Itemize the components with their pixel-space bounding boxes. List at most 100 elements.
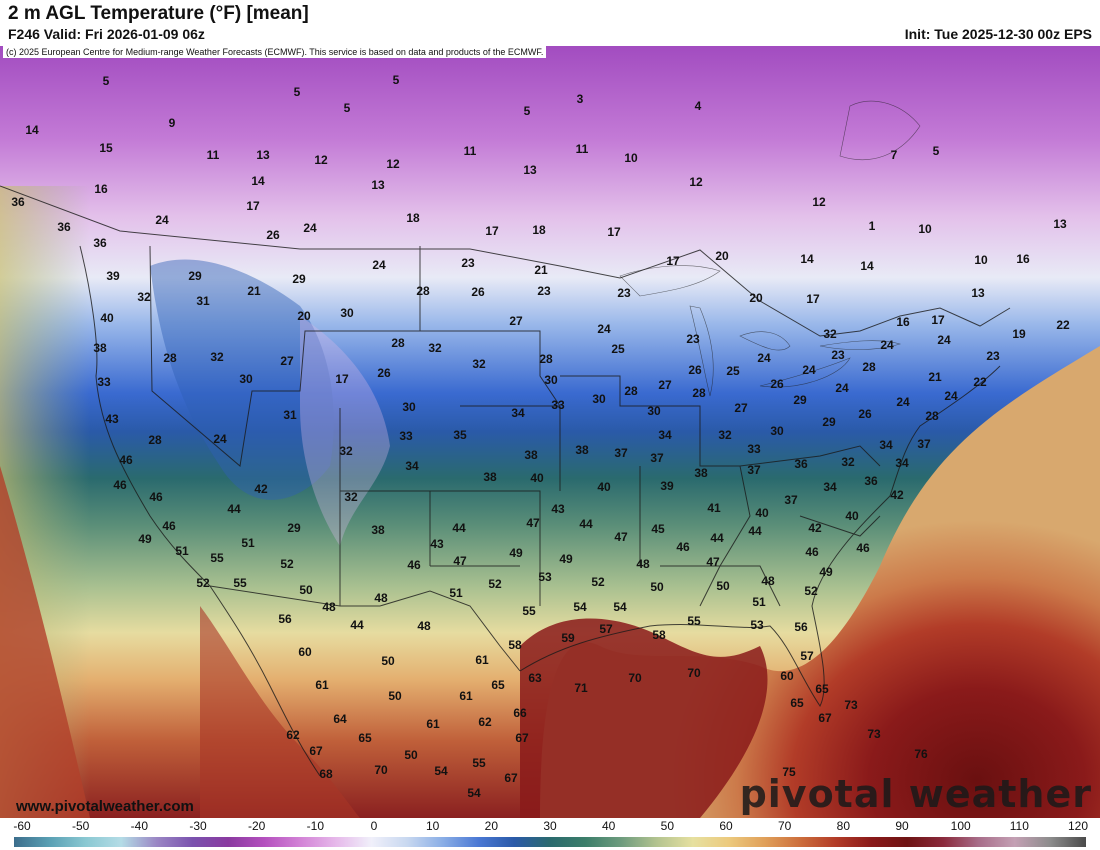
temperature-value: 47 (706, 555, 720, 569)
temperature-value: 23 (986, 349, 1000, 363)
temperature-value: 44 (748, 524, 762, 538)
temperature-value: 20 (749, 291, 763, 305)
temperature-value: 39 (660, 479, 674, 493)
website-link[interactable]: www.pivotalweather.com (16, 798, 194, 815)
init-time: Init: Tue 2025-12-30 00z EPS (904, 26, 1092, 42)
temperature-value: 45 (651, 522, 665, 536)
temperature-value: 32 (472, 357, 486, 371)
temperature-value: 61 (426, 717, 440, 731)
temperature-value: 44 (579, 517, 593, 531)
temperature-value: 16 (1016, 252, 1030, 266)
temperature-value: 29 (292, 272, 306, 286)
temperature-value: 10 (624, 151, 638, 165)
temperature-value: 42 (808, 521, 822, 535)
temperature-value: 48 (417, 619, 431, 633)
scale-tick-label: 20 (484, 819, 499, 833)
temperature-value: 37 (747, 463, 761, 477)
temperature-value: 28 (148, 433, 162, 447)
temperature-value: 52 (488, 577, 502, 591)
scale-tick-label: -10 (306, 819, 324, 833)
temperature-value: 48 (322, 600, 336, 614)
temperature-value: 70 (374, 763, 388, 777)
temperature-value: 40 (845, 509, 859, 523)
temperature-value: 13 (971, 286, 985, 300)
temperature-value: 46 (805, 545, 819, 559)
temperature-value: 65 (790, 696, 804, 710)
temperature-value: 51 (175, 544, 189, 558)
temperature-value: 54 (573, 600, 587, 614)
temperature-value: 46 (162, 519, 176, 533)
temperature-value: 60 (780, 669, 794, 683)
scale-tick-label: 120 (1067, 819, 1089, 833)
temperature-value: 29 (188, 269, 202, 283)
temperature-value: 28 (391, 336, 405, 350)
temperature-value: 25 (611, 342, 625, 356)
scale-tick-label: -30 (189, 819, 207, 833)
temperature-value: 14 (251, 174, 265, 188)
temperature-value: 28 (692, 386, 706, 400)
temperature-value: 58 (508, 638, 522, 652)
temperature-value: 37 (650, 451, 664, 465)
temperature-value: 54 (467, 786, 481, 800)
temperature-value: 55 (522, 604, 536, 618)
temperature-value: 30 (770, 424, 784, 438)
header-bar: 2 m AGL Temperature (°F) [mean] F246 Val… (0, 0, 1100, 46)
scale-tick-label: 50 (660, 819, 675, 833)
temperature-value: 67 (818, 711, 832, 725)
temperature-value: 51 (241, 536, 255, 550)
temperature-value: 17 (335, 372, 349, 386)
temperature-value: 62 (478, 715, 492, 729)
temperature-value: 30 (544, 373, 558, 387)
temperature-value: 67 (515, 731, 529, 745)
scale-tick-label: 100 (950, 819, 971, 833)
temperature-value: 1 (869, 219, 876, 233)
temperature-value: 65 (815, 682, 829, 696)
temperature-value: 24 (944, 389, 958, 403)
temperature-value: 61 (459, 689, 473, 703)
temperature-value: 50 (381, 654, 395, 668)
temperature-value: 9 (169, 116, 176, 130)
temperature-value: 25 (726, 364, 740, 378)
temperature-value: 23 (617, 286, 631, 300)
temperature-value: 37 (784, 493, 798, 507)
temperature-value: 17 (246, 199, 260, 213)
temperature-value: 54 (434, 764, 448, 778)
temperature-value: 54 (613, 600, 627, 614)
temperature-value: 70 (628, 671, 642, 685)
temperature-value: 51 (752, 595, 766, 609)
temperature-value: 36 (57, 220, 71, 234)
temperature-value: 56 (278, 612, 292, 626)
temperature-value: 42 (254, 482, 268, 496)
temperature-value: 19 (1012, 327, 1026, 341)
temperature-value: 58 (652, 628, 666, 642)
ecmwf-credit: (c) 2025 European Centre for Medium-rang… (3, 46, 547, 58)
temperature-value: 48 (374, 591, 388, 605)
temperature-value: 16 (896, 315, 910, 329)
temperature-value: 46 (856, 541, 870, 555)
temperature-value: 52 (280, 557, 294, 571)
temperature-value: 36 (11, 195, 25, 209)
temperature-value: 20 (715, 249, 729, 263)
scale-tick-label: 80 (836, 819, 851, 833)
temperature-value: 32 (718, 428, 732, 442)
temperature-value: 49 (559, 552, 573, 566)
temperature-value: 5 (933, 144, 940, 158)
temperature-value: 51 (449, 586, 463, 600)
temperature-value: 33 (97, 375, 111, 389)
temperature-value: 20 (297, 309, 311, 323)
temperature-value: 24 (937, 333, 951, 347)
temperature-value: 14 (860, 259, 874, 273)
temperature-value: 32 (210, 350, 224, 364)
temperature-map[interactable]: 5 5 5 3 4 14 9 5 5 7 5 15 11 13 12 12 11 11 10 16 14 13 13 12 17… (0, 46, 1100, 818)
temperature-value: 28 (862, 360, 876, 374)
scale-tick-label: -60 (13, 819, 31, 833)
temperature-value: 30 (340, 306, 354, 320)
temperature-value: 5 (103, 74, 110, 88)
scale-tick-label: -20 (247, 819, 266, 833)
temperature-value: 35 (453, 428, 467, 442)
temperature-value: 12 (386, 157, 400, 171)
temperature-value: 27 (509, 314, 523, 328)
temperature-value: 32 (841, 455, 855, 469)
temperature-value: 10 (974, 253, 988, 267)
temperature-value: 29 (793, 393, 807, 407)
